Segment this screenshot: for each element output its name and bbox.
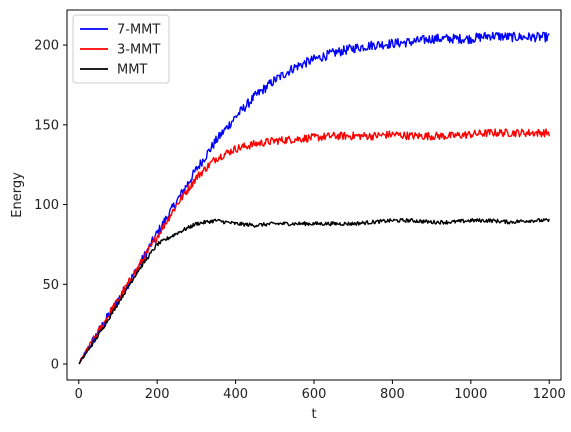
series-line-mmt (78, 217, 550, 365)
x-tick-label: 1200 (533, 387, 566, 402)
x-tick-label: 800 (380, 387, 405, 402)
x-tick-label: 600 (302, 387, 327, 402)
legend-label: 7-MMT (117, 23, 160, 38)
x-tick-label: 1000 (454, 387, 487, 402)
y-tick-label: 0 (51, 358, 59, 373)
x-ticks: 0 200 400 600 800 1000 1200 (75, 380, 566, 402)
y-tick-label: 50 (42, 278, 59, 293)
legend-label: 3-MMT (117, 43, 160, 58)
x-tick-label: 200 (145, 387, 170, 402)
series-layer (78, 31, 550, 365)
legend-label: MMT (117, 63, 147, 78)
series-line-3-mmt (78, 128, 550, 365)
y-tick-label: 100 (34, 198, 59, 213)
x-axis-label: t (311, 407, 316, 422)
y-ticks: 0 50 100 150 200 (34, 39, 67, 373)
legend: 7-MMT 3-MMT MMT (72, 14, 170, 84)
y-axis-label: Energy (10, 172, 25, 218)
x-tick-label: 0 (75, 387, 83, 402)
y-tick-label: 150 (34, 118, 59, 133)
series-line-7-mmt (78, 31, 550, 365)
legend-box (72, 14, 170, 84)
x-tick-label: 400 (223, 387, 248, 402)
y-tick-label: 200 (34, 39, 59, 54)
